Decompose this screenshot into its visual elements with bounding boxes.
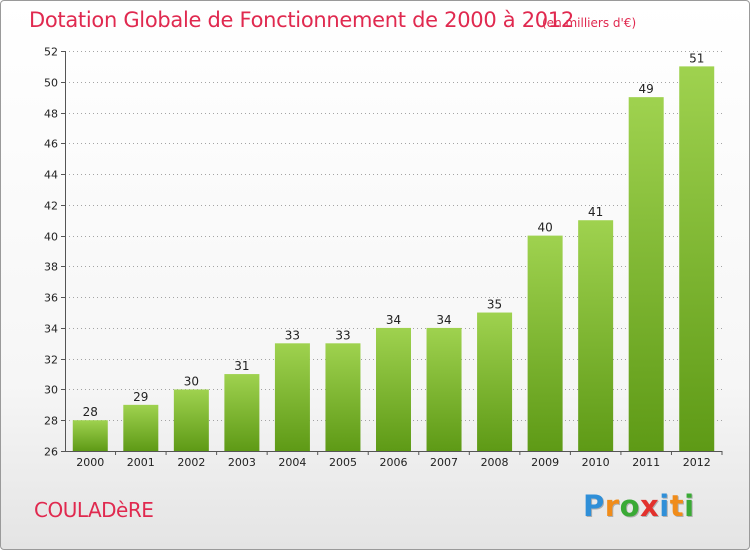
bar-value-label: 35 [487, 298, 502, 312]
labels: 26 28 30 32 34 36 38 40 42 44 46 48 50 52 2000 28 2001 29… [44, 46, 711, 470]
logo-letter: P [583, 489, 605, 523]
y-tick-label: 36 [44, 292, 58, 305]
y-tick-label: 40 [44, 231, 58, 244]
x-tick-label: 2012 [683, 456, 711, 469]
logo-letter: r [604, 489, 620, 523]
bars [72, 66, 715, 452]
bar [426, 327, 462, 451]
bar-value-label: 29 [133, 390, 148, 404]
x-tick-label: 2004 [278, 456, 306, 469]
bar [578, 220, 614, 451]
bar [527, 235, 563, 451]
y-tick-label: 48 [44, 108, 58, 121]
bar [274, 343, 310, 451]
bar [679, 66, 715, 451]
logo-letter: o [619, 489, 641, 523]
chart-subtitle: (en milliers d'€) [542, 16, 637, 30]
logo-letter: i [684, 489, 695, 523]
x-tick-label: 2011 [632, 456, 660, 469]
bar [123, 404, 159, 451]
axes [61, 51, 723, 455]
bar-value-label: 34 [386, 313, 401, 327]
bar-value-label: 33 [335, 328, 350, 342]
bar [477, 312, 513, 451]
chart-title: Dotation Globale de Fonctionnement de 20… [29, 8, 574, 32]
x-tick-label: 2006 [380, 456, 408, 469]
bar [72, 420, 108, 451]
bar [173, 389, 209, 451]
bar [224, 374, 260, 451]
x-tick-label: 2001 [127, 456, 155, 469]
x-tick-label: 2009 [531, 456, 559, 469]
x-tick-label: 2002 [177, 456, 205, 469]
y-tick-label: 44 [44, 169, 58, 182]
logo-letter: t [669, 489, 685, 523]
bar [325, 343, 361, 451]
y-tick-label: 38 [44, 261, 58, 274]
y-tick-label: 46 [44, 138, 58, 151]
y-tick-label: 34 [44, 323, 58, 336]
bar-value-label: 51 [689, 51, 704, 65]
x-tick-label: 2005 [329, 456, 357, 469]
x-tick-label: 2008 [481, 456, 509, 469]
logo-letter: i [659, 489, 670, 523]
x-tick-label: 2010 [582, 456, 610, 469]
bar-value-label: 28 [83, 405, 98, 419]
bar-value-label: 30 [184, 374, 199, 388]
bar-value-label: 31 [234, 359, 249, 373]
bar-value-label: 40 [537, 221, 552, 235]
bar-value-label: 49 [639, 82, 654, 96]
x-tick-label: 2000 [76, 456, 104, 469]
bar-value-label: 34 [436, 313, 451, 327]
bar-value-label: 33 [285, 328, 300, 342]
bar [628, 97, 664, 452]
x-tick-label: 2007 [430, 456, 458, 469]
y-tick-label: 30 [44, 384, 58, 397]
y-tick-label: 50 [44, 77, 58, 90]
bar [376, 327, 411, 451]
proxiti-logo[interactable]: Proxiti [583, 489, 695, 523]
y-tick-label: 42 [44, 200, 58, 213]
commune-name: COULADèRE [34, 498, 154, 522]
bar-value-label: 41 [588, 205, 603, 219]
y-tick-label: 26 [44, 446, 58, 459]
y-tick-label: 28 [44, 415, 58, 428]
y-tick-label: 52 [44, 46, 58, 59]
x-tick-label: 2003 [228, 456, 256, 469]
y-tick-label: 32 [44, 354, 58, 367]
logo-letter: x [640, 489, 660, 523]
